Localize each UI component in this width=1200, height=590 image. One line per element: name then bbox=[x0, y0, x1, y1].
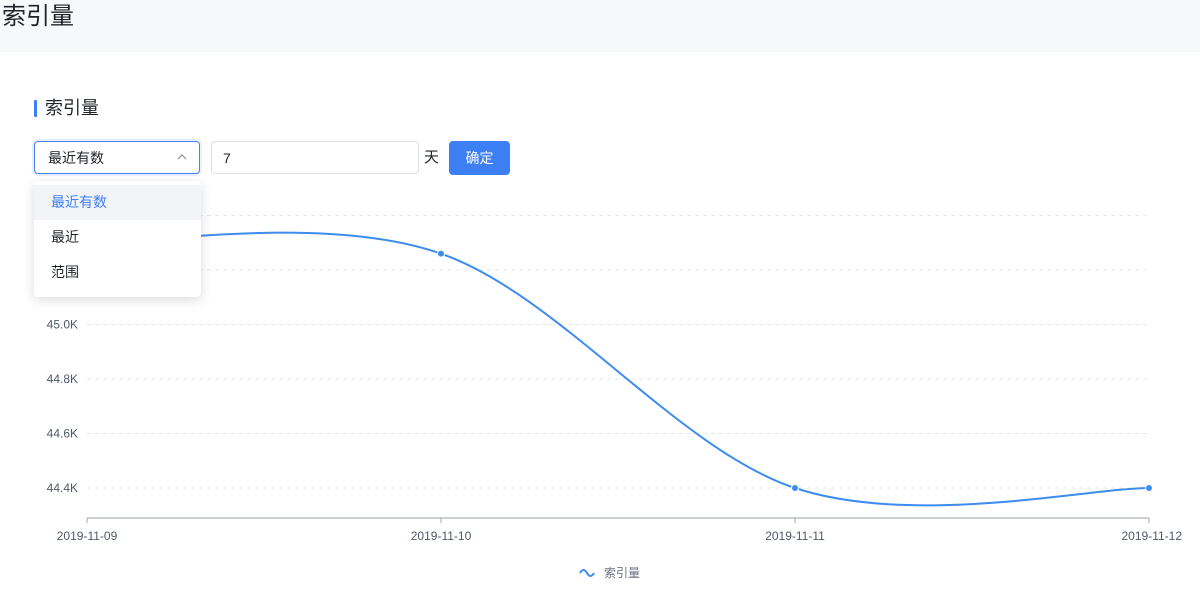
series-line bbox=[86, 231, 1150, 507]
confirm-button[interactable]: 确定 bbox=[449, 141, 510, 175]
section-accent-bar bbox=[34, 99, 37, 117]
y-tick-label: 44.4K bbox=[47, 481, 78, 495]
days-input[interactable] bbox=[211, 141, 419, 174]
page-header: 索引量 bbox=[0, 0, 1200, 52]
mode-dropdown-menu: 最近有数 最近 范围 bbox=[34, 181, 201, 297]
mode-select-value: 最近有数 bbox=[48, 149, 104, 166]
legend-label: 索引量 bbox=[604, 566, 640, 580]
section-title: 索引量 bbox=[34, 97, 99, 119]
dropdown-option-range[interactable]: 范围 bbox=[51, 264, 79, 280]
chevron-up-icon bbox=[177, 154, 187, 160]
data-point bbox=[437, 249, 445, 258]
legend-line-icon bbox=[579, 569, 595, 577]
x-tick-label: 2019-11-11 bbox=[765, 529, 825, 543]
x-tick-label: 2019-11-12 bbox=[1122, 529, 1183, 543]
content-card bbox=[0, 52, 1200, 590]
y-tick-label: 44.6K bbox=[47, 427, 78, 441]
x-tick-label: 2019-11-09 bbox=[57, 529, 118, 543]
days-unit-label: 天 bbox=[424, 149, 440, 166]
page-title: 索引量 bbox=[2, 3, 74, 30]
data-point bbox=[791, 484, 799, 492]
dropdown-option-recent-with-data[interactable]: 最近有数 bbox=[34, 185, 201, 220]
data-point bbox=[1145, 484, 1153, 492]
x-tick-label: 2019-11-10 bbox=[411, 529, 472, 543]
mode-select[interactable]: 最近有数 bbox=[34, 141, 200, 174]
y-tick-label: 45.0K bbox=[47, 318, 78, 332]
dropdown-option-recent[interactable]: 最近 bbox=[51, 229, 79, 245]
section-title-label: 索引量 bbox=[45, 98, 99, 118]
y-tick-label: 44.8K bbox=[47, 372, 78, 386]
